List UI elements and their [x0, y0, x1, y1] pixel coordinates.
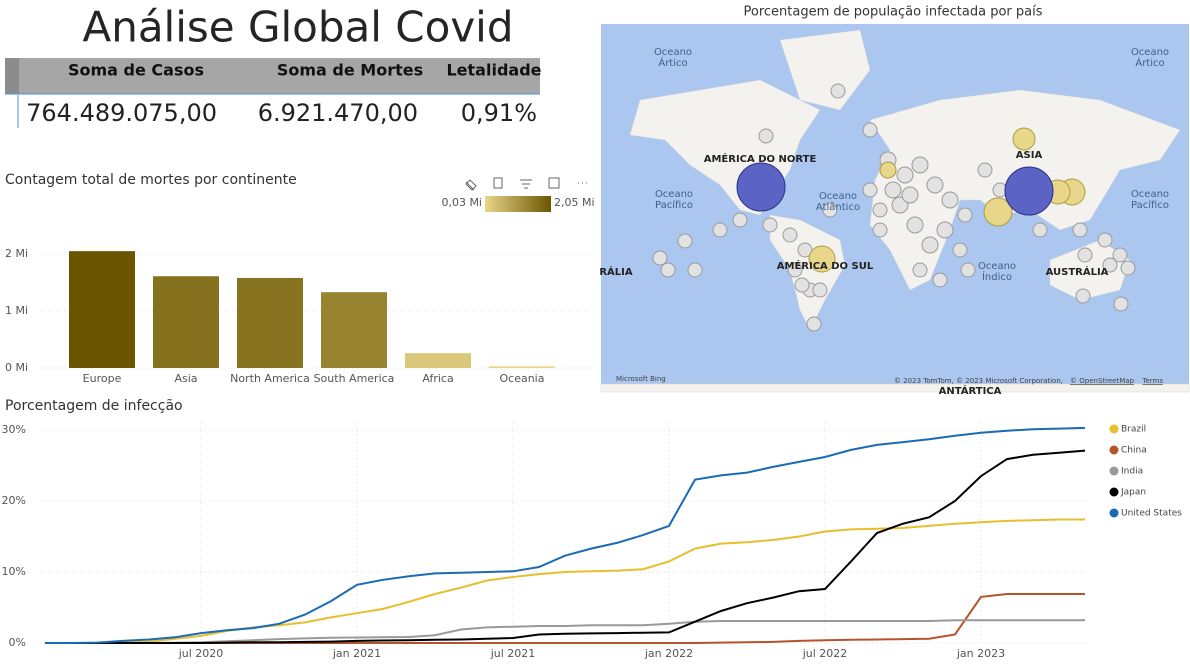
legend-label: India: [1121, 467, 1143, 477]
map-credit: © 2023 TomTom, © 2023 Microsoft Corporat…: [894, 377, 1063, 385]
x-tick-label: Oceania: [500, 372, 545, 385]
x-tick-label: jul 2020: [178, 647, 224, 660]
map-label: Índico: [982, 270, 1012, 283]
x-tick-label: South America: [314, 372, 395, 385]
map-label: Oceano: [819, 191, 857, 202]
series-line: [45, 518, 1085, 644]
map-label: Oceano: [1131, 189, 1169, 200]
map-label: Pacífico: [1131, 199, 1169, 211]
bar: [321, 292, 387, 368]
legend-label: Japan: [1120, 488, 1146, 498]
x-tick-label: jan 2022: [644, 647, 693, 660]
x-tick-label: jan 2021: [332, 647, 381, 660]
bar: [237, 277, 303, 368]
column-header: Letalidade: [446, 61, 541, 80]
legend-swatch: [1109, 445, 1119, 455]
series-line: [45, 619, 1085, 644]
map-label: Ártico: [658, 56, 687, 69]
chart-title: Contagem total de mortes por continente: [5, 172, 297, 188]
legend-min: 0,03 Mi: [441, 196, 482, 209]
map-credit: Microsoft Bing: [616, 375, 666, 383]
map-title: Porcentagem de população infectada por p…: [743, 5, 1042, 20]
land: [600, 383, 1190, 393]
legend-label: Brazil: [1121, 425, 1146, 435]
y-tick-label: 2 Mi: [5, 247, 28, 260]
map-label: Oceano: [655, 189, 693, 200]
x-tick-label: jan 2023: [956, 647, 1005, 660]
series-line: [45, 426, 1086, 644]
column-header: Soma de Casos: [68, 61, 204, 80]
map: Porcentagem de população infectada por p…: [600, 5, 1190, 393]
land: [769, 214, 846, 331]
map-label: Pacífico: [655, 199, 693, 211]
legend-swatch: [1109, 487, 1119, 497]
legend-swatch: [1109, 466, 1119, 476]
bar: [405, 353, 471, 368]
y-tick-label: 0 Mi: [5, 361, 28, 374]
map-label: ASIA: [1016, 150, 1043, 161]
legend-swatch: [1109, 508, 1119, 518]
color-legend: [485, 196, 551, 212]
y-tick-label: 10%: [2, 565, 26, 578]
map-credit: Terms: [1141, 377, 1163, 385]
legend-label: United States: [1121, 509, 1182, 519]
map-bubbles: [652, 83, 1136, 332]
map-label: AUSTRÁLIA: [1046, 265, 1109, 278]
land: [779, 29, 871, 111]
y-tick-label: 0%: [9, 636, 26, 649]
bar: [153, 276, 219, 368]
table-cell: 6.921.470,00: [258, 99, 418, 127]
column-header: Soma de Mortes: [277, 61, 423, 80]
table-cell: 764.489.075,00: [26, 99, 217, 127]
visual-toolbar[interactable]: [465, 177, 587, 191]
x-tick-label: jul 2021: [490, 647, 536, 660]
legend-swatch: [1109, 424, 1119, 434]
map-label: AMÉRICA DO SUL: [777, 259, 874, 272]
bar: [69, 251, 135, 368]
table-cell: 0,91%: [461, 99, 537, 127]
legend-label: China: [1121, 446, 1147, 456]
table-corner: [5, 58, 19, 94]
y-tick-label: 1 Mi: [5, 304, 28, 317]
map-label: Atlântico: [816, 201, 860, 213]
table-header: [5, 58, 540, 94]
x-tick-label: jul 2022: [802, 647, 848, 660]
bar: [489, 366, 555, 368]
y-tick-label: 30%: [2, 423, 26, 436]
map-label: AMÉRICA DO NORTE: [704, 152, 817, 165]
map-label: RÁLIA: [599, 265, 633, 278]
chart-title: Porcentagem de infecção: [5, 398, 183, 414]
map-credit: © OpenStreetMap: [1070, 377, 1135, 385]
x-tick-label: North America: [230, 372, 310, 385]
map-label: Oceano: [1131, 47, 1169, 58]
x-tick-label: Africa: [422, 372, 453, 385]
legend-max: 2,05 Mi: [554, 196, 595, 209]
map-label: Oceano: [978, 261, 1016, 272]
map-label: Oceano: [654, 47, 692, 58]
dashboard-title: Análise Global Covid: [82, 3, 513, 52]
x-tick-label: Europe: [83, 372, 122, 385]
map-label: ANTÁRTICA: [939, 384, 1002, 397]
y-tick-label: 20%: [2, 494, 26, 507]
map-label: Ártico: [1135, 56, 1164, 69]
x-tick-label: Asia: [174, 372, 197, 385]
series-line: [45, 449, 1086, 644]
